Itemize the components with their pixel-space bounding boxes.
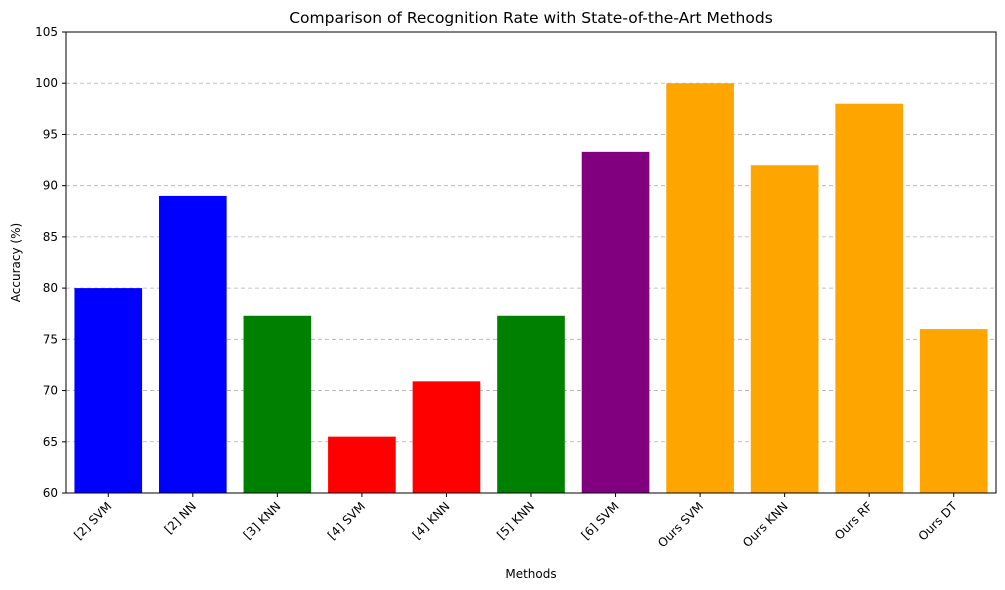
bars	[74, 83, 988, 494]
bar	[243, 315, 312, 493]
y-tick-label: 95	[43, 127, 58, 141]
y-tick-label: 105	[35, 25, 58, 39]
bar	[835, 103, 903, 493]
y-tick-label: 70	[43, 384, 58, 398]
y-tick-label: 85	[43, 230, 58, 244]
chart-title: Comparison of Recognition Rate with Stat…	[289, 9, 773, 27]
bar	[666, 83, 734, 493]
bar	[497, 315, 565, 493]
y-tick-label: 80	[43, 281, 58, 295]
bar	[919, 329, 988, 493]
bar	[412, 381, 481, 493]
bar	[750, 165, 819, 493]
bar	[328, 436, 396, 493]
y-tick-label: 60	[43, 486, 58, 500]
y-axis-label: Accuracy (%)	[9, 223, 23, 302]
x-axis-label: Methods	[505, 567, 556, 581]
y-tick-label: 100	[35, 76, 58, 90]
y-axis-ticks: 60 65 70 75 80 85 90 95 100 105	[35, 25, 66, 500]
bar	[74, 288, 143, 493]
y-tick-label: 90	[43, 179, 58, 193]
bar	[159, 195, 227, 493]
y-tick-label: 65	[43, 435, 58, 449]
bar	[581, 151, 650, 494]
y-tick-label: 75	[43, 332, 58, 346]
